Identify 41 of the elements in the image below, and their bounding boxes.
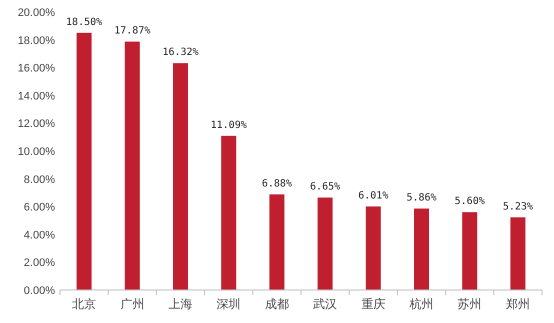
y-tick-label: 10.00% [18,146,56,158]
data-label: 5.86% [406,192,437,204]
y-tick-label: 4.00% [24,229,56,242]
y-tick-label: 16.00% [18,62,56,75]
bar [173,63,188,290]
y-tick-label: 20.00% [18,7,56,19]
data-label: 18.50% [66,16,102,28]
bar [414,208,429,290]
data-label: 11.09% [210,120,247,131]
data-label: 17.87% [114,26,150,37]
y-tick-label: 2.00% [24,257,56,270]
x-tick-label: 武汉 [313,297,338,311]
x-tick-label: 上海 [168,297,192,311]
data-label: 6.01% [358,190,388,202]
bar [76,32,92,290]
bar [318,198,333,290]
data-label: 5.60% [454,196,485,208]
data-label: 6.65% [310,182,340,193]
x-tick-label: 北京 [72,297,96,311]
y-tick-label: 6.00% [24,202,56,214]
data-label: 16.32% [162,47,199,58]
bar [366,206,381,290]
x-tick-label: 成都 [264,297,289,311]
y-tick-label: 0.00% [24,285,56,297]
x-tick-label: 重庆 [361,297,386,311]
y-tick-label: 14.00% [18,90,56,102]
bar [462,212,478,290]
x-tick-label: 广州 [120,297,144,311]
y-tick-label: 12.00% [18,118,56,130]
data-label: 5.23% [502,201,533,212]
x-tick-label: 深圳 [216,297,241,311]
bar [221,136,236,290]
x-tick-label: 郑州 [506,297,530,311]
bar [510,217,526,290]
x-tick-label: 苏州 [458,297,482,311]
y-tick-label: 8.00% [24,174,56,186]
y-tick-label: 18.00% [18,34,56,47]
x-tick-label: 杭州 [408,297,434,311]
bar [269,194,284,290]
data-label: 6.88% [262,178,292,190]
bar [124,42,140,290]
